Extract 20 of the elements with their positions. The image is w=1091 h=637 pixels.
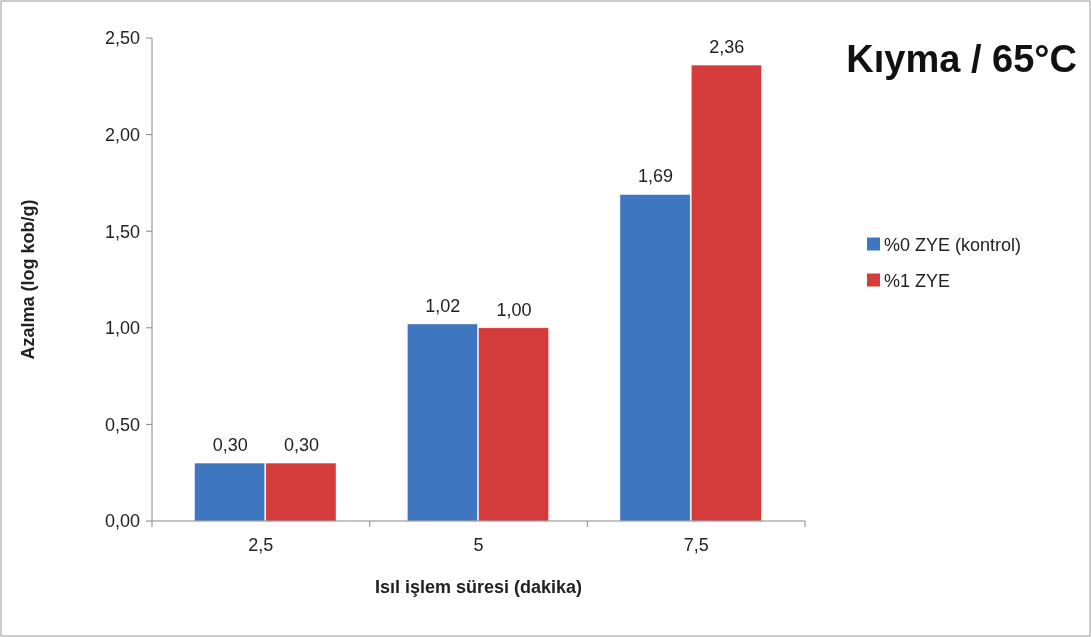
- y-tick-label: 1,00: [104, 318, 140, 339]
- legend-label: %0 ZYE (kontrol): [884, 234, 1022, 255]
- x-axis-title: Isıl işlem süresi (dakika): [374, 577, 583, 597]
- y-tick-label: 0,50: [104, 414, 140, 435]
- y-axis-title: Azalma (log kob/g): [18, 199, 38, 360]
- y-tick-label: 2,00: [104, 124, 140, 145]
- x-tick-label: 5: [473, 535, 484, 555]
- data-label: 1,69: [638, 166, 674, 187]
- data-label: 0,30: [283, 435, 319, 456]
- data-label: 1,00: [496, 299, 532, 320]
- x-tick-label: 2,5: [248, 535, 274, 555]
- text: Kıyma / 65°C: [846, 38, 1077, 80]
- x-tick-label: 7,5: [683, 535, 709, 555]
- y-tick-label: 0,00: [104, 511, 140, 532]
- data-label: 2,36: [709, 37, 745, 58]
- y-tick-label: 1,50: [104, 221, 140, 242]
- legend-label: %1 ZYE: [884, 270, 951, 291]
- data-label: 0,30: [212, 435, 248, 456]
- data-label: 1,02: [425, 295, 461, 316]
- y-tick-label: 2,50: [104, 28, 140, 49]
